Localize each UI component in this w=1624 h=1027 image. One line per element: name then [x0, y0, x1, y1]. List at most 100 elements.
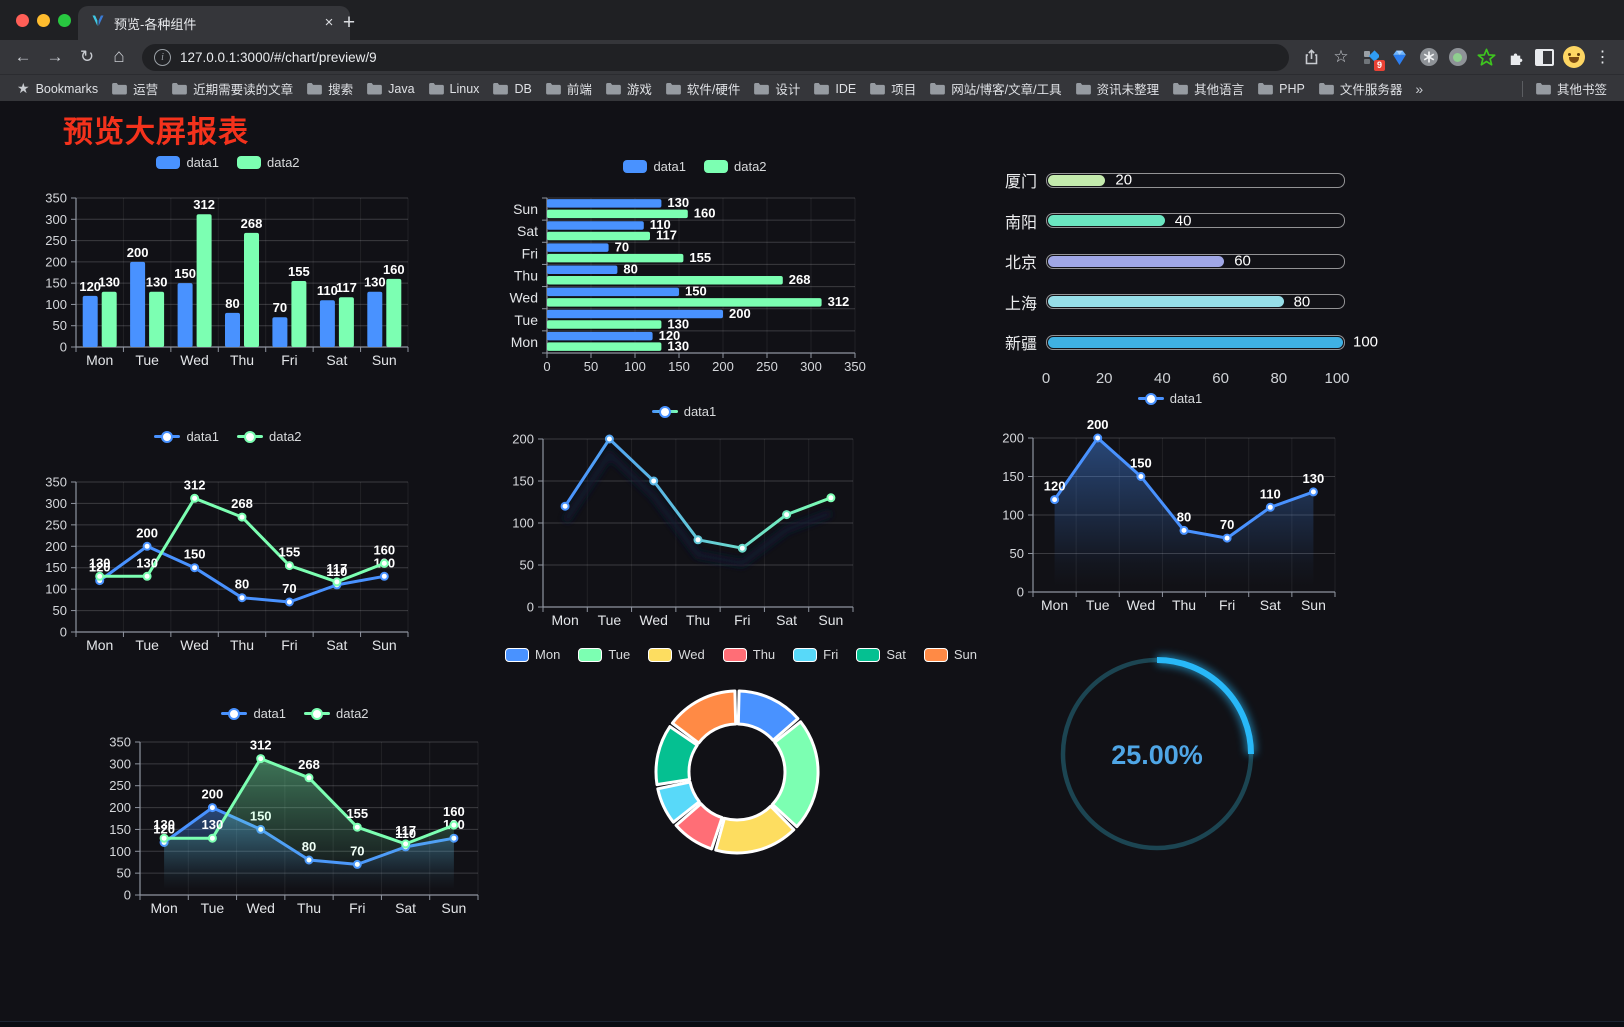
donut-slice-Sun[interactable] [670, 689, 738, 745]
bookmark-folder[interactable]: 设计 [747, 76, 807, 101]
bookmark-folder[interactable]: 前端 [539, 76, 599, 101]
chart-canvas[interactable]: 0 50 100 150 200 250 300 350 Mon Tue Wed Thu Fri Sat S… [38, 421, 418, 653]
chart-gauge[interactable]: 25.00% [1040, 654, 1274, 857]
progress-row-上海[interactable]: 上海 80 [995, 293, 1345, 313]
svg-text:130: 130 [364, 275, 386, 290]
site-info-icon[interactable]: i [154, 48, 171, 66]
url-text[interactable]: 127.0.0.1:3000/#/chart/preview/9 [180, 49, 377, 65]
chart-canvas[interactable]: 0 50 100 150 200 250 300 350 Mon Tue Wed Thu Fri Sat S… [100, 700, 490, 918]
chart-canvas[interactable] [545, 639, 937, 879]
chart-canvas[interactable]: 0 50 100 150 200 250 300 350 Mon Tue Wed Thu Fri Sat S… [38, 150, 418, 368]
bookmark-folder[interactable]: PHP [1251, 76, 1312, 101]
bookmark-folder[interactable]: 游戏 [599, 76, 659, 101]
legend-item-data1[interactable]: data1 [221, 706, 286, 721]
legend-item-data1[interactable]: data1 [651, 404, 716, 419]
other-bookmarks[interactable]: 其他书签 [1529, 76, 1614, 101]
svg-text:Sun: Sun [1301, 597, 1326, 613]
chart-grouped-bar[interactable]: 0 50 100 150 200 250 300 350 Mon Tue Wed Thu Fri Sat S… [38, 150, 418, 368]
bookmark-folder[interactable]: 其他语言 [1166, 76, 1251, 101]
legend-item-Tue[interactable]: Tue [578, 647, 630, 662]
donut-slice-Mon[interactable] [736, 689, 800, 742]
extension-star-icon[interactable] [1473, 44, 1500, 71]
chart-line-two-series[interactable]: 0 50 100 150 200 250 300 350 Mon Tue Wed Thu Fri Sat S… [38, 421, 418, 653]
donut-slice-Thu[interactable] [674, 802, 724, 851]
bookmark-folder[interactable]: DB [486, 76, 538, 101]
legend-item-data1[interactable]: data1 [623, 159, 686, 174]
chart-progress-bars[interactable]: 厦门 20 南阳 40 北京 60 上海 80 新疆 1 [995, 158, 1378, 396]
bookmark-folder[interactable]: IDE [807, 76, 863, 101]
reload-button[interactable]: ↻ [79, 47, 95, 66]
bookmark-folder[interactable]: Linux [422, 76, 487, 101]
bookmark-folder[interactable]: Java [360, 76, 421, 101]
legend-item-Mon[interactable]: Mon [505, 647, 560, 662]
chart-area-single[interactable]: 0 50 100 150 200 Mon Tue Wed Thu Fri Sat Sun 120 200 1… [995, 388, 1345, 614]
bookmark-folder[interactable]: 软件/硬件 [659, 76, 747, 101]
bookmarks-overflow-chevron[interactable]: » [1415, 80, 1424, 97]
tab-close-icon[interactable]: × [324, 14, 334, 31]
bookmark-folder[interactable]: 运营 [105, 76, 165, 101]
chart-canvas[interactable]: 0 50 100 150 200 Mon Tue Wed Thu Fri Sat Sun 120 200 1… [995, 388, 1345, 614]
donut-slice-Wed[interactable] [714, 804, 796, 855]
svg-text:130: 130 [667, 338, 689, 353]
legend-item-data1[interactable]: data1 [156, 155, 219, 170]
svg-text:150: 150 [668, 359, 690, 374]
home-button[interactable]: ⌂ [113, 46, 125, 67]
donut-slice-Fri[interactable] [656, 780, 701, 824]
legend-item-Fri[interactable]: Fri [793, 647, 838, 662]
window-close-button[interactable] [16, 14, 29, 27]
url-bar[interactable]: i 127.0.0.1:3000/#/chart/preview/9 [142, 43, 1289, 71]
window-zoom-button[interactable] [58, 14, 71, 27]
chart-canvas[interactable]: 0 50 100 150 200 Mon Tue Wed Thu Fri Sat Sun [503, 398, 865, 630]
extension-gem-icon[interactable] [1386, 44, 1413, 71]
bookmarks-manager[interactable]: ★ Bookmarks [17, 80, 99, 96]
extension-tasks-icon[interactable]: 9 [1357, 44, 1385, 71]
extensions-puzzle-icon[interactable] [1502, 44, 1529, 71]
side-panel-icon[interactable] [1531, 44, 1558, 71]
legend-item-Thu[interactable]: Thu [722, 647, 775, 662]
extension-wheel-icon[interactable] [1415, 44, 1442, 71]
legend-item-data2[interactable]: data2 [304, 706, 369, 721]
bookmark-folder[interactable]: 文件服务器 [1312, 76, 1410, 101]
legend-item-Wed[interactable]: Wed [648, 647, 705, 662]
legend-item-Sat[interactable]: Sat [856, 647, 906, 662]
new-tab-button[interactable]: + [342, 11, 356, 34]
legend-item-data2[interactable]: data2 [237, 155, 300, 170]
progress-row-厦门[interactable]: 厦门 20 [995, 171, 1345, 191]
svg-text:160: 160 [443, 804, 465, 819]
legend-item-data1[interactable]: data1 [154, 429, 219, 444]
legend-item-data2[interactable]: data2 [237, 429, 302, 444]
chart-donut[interactable]: Mon Tue Wed Thu Fri Sat Sun [505, 639, 977, 879]
bookmark-folder[interactable]: 网站/博客/文章/工具 [923, 76, 1068, 101]
legend-item-data1[interactable]: data1 [1137, 391, 1202, 406]
progress-row-南阳[interactable]: 南阳 40 [995, 212, 1345, 232]
legend-item-data2[interactable]: data2 [704, 159, 767, 174]
browser-tab[interactable]: 预览-各种组件 × [78, 6, 350, 40]
svg-text:Thu: Thu [230, 637, 254, 653]
svg-text:150: 150 [109, 822, 131, 837]
svg-text:200: 200 [202, 787, 224, 802]
chart-area-two-series[interactable]: 0 50 100 150 200 250 300 350 Mon Tue Wed Thu Fri Sat S… [100, 700, 490, 918]
bookmark-folder[interactable]: 项目 [863, 76, 923, 101]
chart-canvas[interactable]: 25.00% [1040, 654, 1274, 857]
bookmark-star-icon[interactable]: ☆ [1333, 47, 1349, 66]
forward-button[interactable]: → [46, 47, 64, 66]
back-button[interactable]: ← [14, 47, 32, 66]
profile-avatar[interactable] [1560, 44, 1587, 71]
bookmark-folder[interactable]: 资讯未整理 [1069, 76, 1167, 101]
window-minimize-button[interactable] [37, 14, 50, 27]
share-icon[interactable] [1297, 43, 1325, 71]
donut-slice-Tue[interactable] [770, 720, 820, 829]
svg-text:80: 80 [225, 296, 239, 311]
bookmark-folder[interactable]: 搜索 [300, 76, 360, 101]
menu-icon[interactable]: ⋮ [1594, 49, 1611, 66]
donut-slice-Sat[interactable] [654, 725, 699, 787]
svg-text:Sat: Sat [517, 223, 538, 239]
progress-row-新疆[interactable]: 新疆 100 [995, 333, 1378, 354]
progress-row-北京[interactable]: 北京 60 [995, 252, 1345, 272]
legend-item-Sun[interactable]: Sun [923, 647, 977, 662]
chart-gradient-line[interactable]: 0 50 100 150 200 Mon Tue Wed Thu Fri Sat Sun data1 [503, 398, 865, 630]
extension-dot-icon[interactable] [1444, 44, 1471, 71]
bookmark-folder[interactable]: 近期需要读的文章 [165, 76, 300, 101]
chart-horizontal-bar[interactable]: 0 50 100 150 200 250 300 350 Sun 130 160 Sat 110 117 F… [505, 153, 885, 375]
